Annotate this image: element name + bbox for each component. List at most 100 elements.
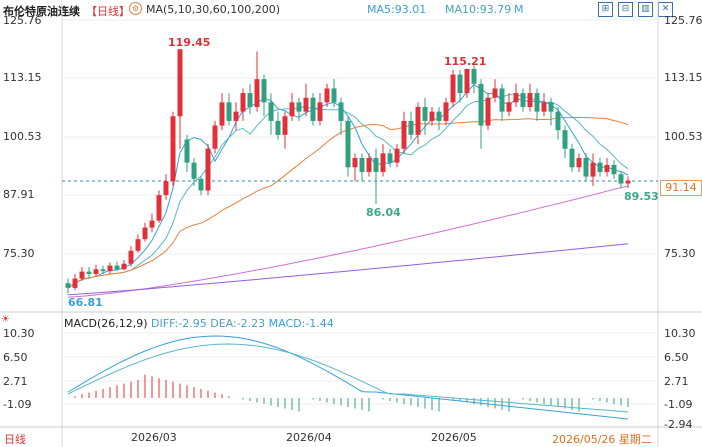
candle-body — [79, 271, 85, 279]
price-axis-right-label: 113.15 — [664, 71, 702, 84]
candle-body — [142, 227, 148, 240]
candle-body — [324, 88, 330, 103]
candle-body — [576, 158, 582, 168]
candle-body — [212, 125, 218, 149]
candle-body — [345, 120, 351, 168]
candle-body — [548, 102, 554, 112]
grid-icon[interactable]: ⊞ — [598, 2, 613, 17]
price-axis-right-label: 75.30 — [664, 247, 696, 260]
ma-label: MA(5,10,30,60,100,200) — [146, 3, 281, 16]
macd-axis-right-label: 10.30 — [664, 327, 696, 340]
candle-body — [275, 120, 281, 135]
candle-body — [506, 102, 512, 112]
macd-value: MACD:-1.44 — [268, 317, 334, 330]
ma10-value: MA10:93.79 — [445, 3, 512, 16]
macd-axis-left-label: 6.50 — [3, 351, 28, 364]
candle-body — [464, 68, 470, 94]
price-axis-left-label: 125.76 — [3, 14, 42, 27]
high-label: 115.21 — [444, 55, 487, 68]
candle-body — [205, 148, 211, 191]
candle-body — [296, 102, 302, 112]
candle-body — [86, 271, 92, 274]
macd-axis-right-label: -1.09 — [664, 398, 693, 411]
candle-body — [107, 265, 113, 272]
candle-body — [499, 88, 505, 112]
candle-body — [352, 158, 358, 168]
macd-axis-right-label: 2.71 — [664, 375, 689, 388]
candle-body — [114, 265, 120, 270]
macd-axis-right-label: -2.94 — [664, 418, 693, 431]
candle-body — [240, 93, 246, 112]
candle-body — [303, 97, 309, 112]
period-selector[interactable]: 【日线】 — [86, 5, 130, 18]
high-label: 119.45 — [168, 36, 211, 49]
date-label: 2026/05 — [431, 431, 477, 444]
candle-body — [261, 79, 267, 103]
chart-icon[interactable]: ▥ — [638, 2, 653, 17]
candle-body — [429, 111, 435, 121]
candle-body — [513, 93, 519, 103]
candle-body — [289, 102, 295, 117]
macd-header: MACD(26,12,9) DIFF:-2.95 DEA:-2.23 MACD:… — [64, 317, 334, 330]
macd-axis-left-label: 2.71 — [3, 375, 28, 388]
candle-body — [177, 49, 183, 117]
candle-body — [219, 102, 225, 126]
price-axis-left-label: 100.53 — [3, 130, 42, 143]
low-label: 66.81 — [68, 296, 103, 309]
candle-body — [436, 111, 442, 121]
candle-body — [72, 278, 78, 288]
price-axis-left-label: 75.30 — [3, 247, 35, 260]
ma5-value: MA5:93.01 — [367, 3, 427, 16]
gear-icon[interactable]: ⚙ — [129, 2, 142, 15]
minus-icon[interactable]: ⊟ — [618, 2, 633, 17]
candle-body — [317, 102, 323, 121]
candle-body — [100, 269, 106, 272]
candle-body — [450, 74, 456, 103]
candle-body — [443, 102, 449, 121]
candle-body — [590, 162, 596, 177]
candle-body — [149, 220, 155, 228]
low-label: 86.04 — [366, 206, 401, 219]
candle-body — [121, 263, 127, 270]
date-label: 2026/03 — [131, 431, 177, 444]
diff-line — [67, 335, 629, 420]
candle-body — [331, 88, 337, 103]
period-tab[interactable]: 日线 — [4, 433, 26, 446]
sun-icon[interactable]: ☀ — [1, 314, 10, 325]
dea-value: DEA:-2.23 — [210, 317, 266, 330]
candle-body — [135, 239, 141, 251]
instrument-title: 布伦特原油连续 — [3, 5, 80, 18]
candle-body — [359, 158, 365, 172]
dea-line — [67, 343, 629, 413]
candle-body — [492, 88, 498, 98]
price-axis-right-label: 125.76 — [664, 14, 702, 27]
candle-body — [541, 102, 547, 112]
candle-body — [625, 180, 631, 184]
price-axis-left-label: 113.15 — [3, 71, 42, 84]
candle-body — [226, 102, 232, 121]
candle-body — [611, 164, 617, 175]
candle-body — [198, 178, 204, 191]
candle-body — [457, 74, 463, 94]
candle-body — [520, 93, 526, 107]
candle-body — [233, 111, 239, 121]
macd-axis-right-label: 6.50 — [664, 351, 689, 364]
macd-label: MACD(26,12,9) — [64, 317, 148, 330]
candle-body — [534, 93, 540, 112]
candle-body — [422, 106, 428, 121]
ma100-line — [67, 243, 629, 296]
candle-body — [604, 164, 610, 172]
candle-body — [191, 162, 197, 179]
candle-body — [485, 97, 491, 126]
candle-body — [387, 153, 393, 163]
candle-body — [401, 120, 407, 149]
candle-body — [282, 116, 288, 135]
macd-axis-left-label: -1.09 — [3, 398, 32, 411]
candle-body — [93, 269, 99, 274]
date-label: 2026/04 — [286, 431, 332, 444]
candle-body — [394, 148, 400, 163]
candle-body — [618, 174, 624, 184]
current-date-label: 2026/05/26 星期二 — [552, 433, 652, 446]
candle-body — [415, 106, 421, 135]
